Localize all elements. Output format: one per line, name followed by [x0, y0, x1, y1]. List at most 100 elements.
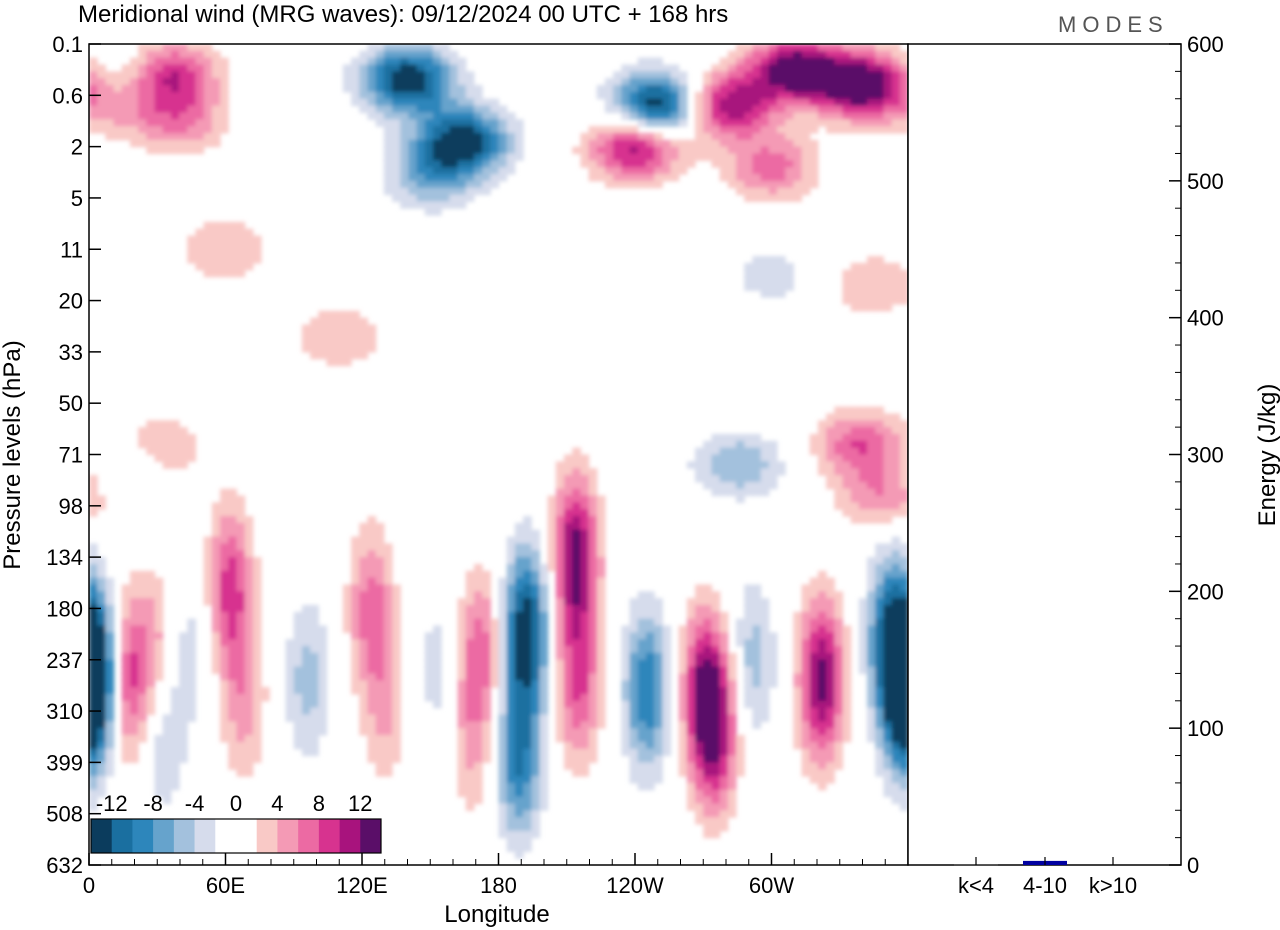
- field-cell: [572, 591, 581, 599]
- field-cell: [187, 440, 197, 449]
- field-cell: [875, 563, 885, 572]
- field-cell: [580, 522, 590, 531]
- field-cell: [809, 167, 819, 175]
- field-cell: [97, 646, 106, 654]
- field-cell: [736, 44, 745, 52]
- field-cell: [457, 680, 467, 688]
- field-cell: [482, 625, 491, 633]
- field-cell: [514, 557, 524, 565]
- field-cell: [891, 735, 901, 743]
- field-cell: [105, 687, 115, 695]
- field-cell: [858, 276, 868, 285]
- field-cell: [424, 666, 434, 675]
- field-cell: [498, 632, 508, 640]
- field-cell: [752, 598, 762, 606]
- field-cell: [703, 680, 713, 688]
- field-cell: [244, 618, 254, 627]
- field-cell: [883, 44, 893, 52]
- field-cell: [523, 673, 532, 681]
- field-cell: [875, 420, 885, 428]
- field-cell: [891, 728, 901, 736]
- field-cell: [637, 119, 647, 127]
- field-cell: [105, 105, 115, 114]
- field-cell: [613, 139, 622, 148]
- field-cell: [457, 180, 467, 189]
- field-cell: [580, 529, 590, 538]
- field-cell: [465, 776, 475, 784]
- field-cell: [211, 522, 221, 531]
- field-cell: [662, 748, 672, 757]
- field-cell: [662, 741, 672, 750]
- field-cell: [408, 50, 418, 59]
- field-cell: [211, 570, 221, 579]
- field-cell: [727, 433, 737, 442]
- field-cell: [244, 728, 254, 736]
- field-cell: [392, 639, 401, 647]
- field-cell: [523, 693, 532, 702]
- field-cell: [867, 488, 876, 497]
- field-cell: [686, 160, 696, 168]
- field-cell: [121, 673, 131, 681]
- field-cell: [744, 98, 753, 107]
- field-cell: [703, 796, 713, 805]
- field-cell: [547, 550, 557, 558]
- field-cell: [375, 625, 385, 633]
- field-cell: [129, 85, 139, 93]
- field-cell: [686, 748, 696, 757]
- field-cell: [645, 98, 655, 107]
- field-cell: [744, 126, 753, 134]
- field-cell: [744, 57, 753, 66]
- field-cell: [211, 64, 221, 72]
- field-cell: [588, 693, 598, 702]
- field-cell: [89, 488, 98, 497]
- field-cell: [883, 98, 893, 107]
- field-cell: [89, 673, 98, 681]
- field-cell: [850, 427, 860, 435]
- field-cell: [465, 78, 475, 86]
- y-tick-label: 237: [46, 648, 83, 673]
- field-cell: [596, 693, 606, 702]
- field-cell: [883, 276, 893, 285]
- field-cell: [719, 700, 729, 709]
- field-cell: [523, 714, 532, 722]
- field-cell: [498, 605, 508, 613]
- field-cell: [678, 693, 688, 702]
- field-cell: [449, 71, 459, 79]
- field-cell: [793, 132, 803, 141]
- field-cell: [310, 714, 319, 722]
- field-cell: [392, 50, 401, 59]
- field-cell: [572, 755, 581, 763]
- field-cell: [867, 447, 876, 456]
- field-cell: [842, 447, 852, 456]
- field-cell: [375, 721, 385, 729]
- field-cell: [875, 64, 885, 72]
- field-cell: [89, 85, 98, 93]
- field-cell: [752, 139, 762, 148]
- field-cell: [727, 769, 737, 777]
- field-cell: [547, 563, 557, 572]
- field-cell: [703, 440, 713, 449]
- field-cell: [244, 550, 254, 558]
- field-cell: [432, 78, 442, 86]
- field-cell: [89, 776, 98, 784]
- field-cell: [473, 646, 483, 654]
- field-cell: [514, 119, 524, 127]
- field-cell: [637, 776, 647, 784]
- field-cell: [359, 693, 369, 702]
- field-cell: [146, 639, 156, 647]
- field-cell: [776, 276, 786, 285]
- field-cell: [228, 536, 238, 545]
- field-cell: [654, 71, 663, 79]
- field-cell: [203, 536, 213, 545]
- field-cell: [645, 611, 655, 620]
- field-cell: [432, 652, 442, 661]
- colorbar-label: -4: [185, 791, 205, 816]
- field-cell: [654, 659, 663, 668]
- field-cell: [105, 577, 115, 586]
- field-cell: [637, 591, 647, 599]
- field-cell: [162, 741, 172, 750]
- field-cell: [891, 755, 901, 763]
- field-cell: [375, 598, 385, 606]
- field-cell: [891, 687, 901, 695]
- field-cell: [572, 454, 581, 462]
